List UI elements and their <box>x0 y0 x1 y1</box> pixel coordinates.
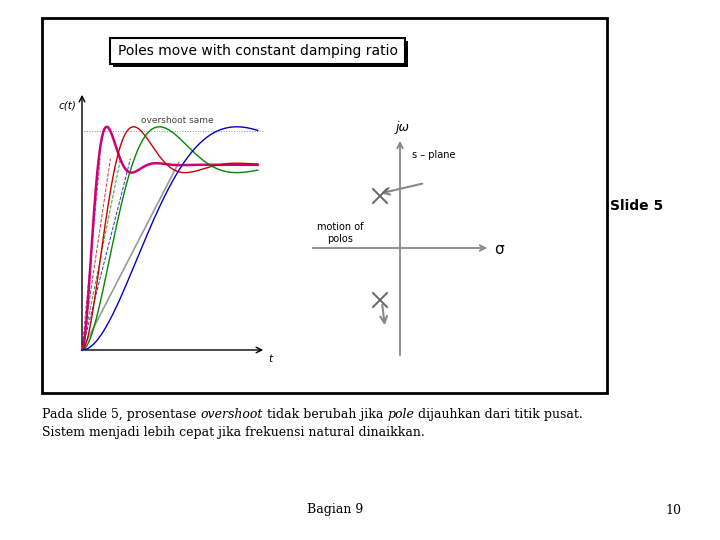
Text: t: t <box>268 354 272 364</box>
Text: c(t): c(t) <box>58 100 76 110</box>
Bar <box>113 41 408 67</box>
Text: Slide 5: Slide 5 <box>611 199 664 213</box>
Text: overshoot: overshoot <box>200 408 263 421</box>
Text: dijauhkan dari titik pusat.: dijauhkan dari titik pusat. <box>414 408 582 421</box>
Text: overshoot same: overshoot same <box>140 117 213 125</box>
Text: s – plane: s – plane <box>412 150 456 160</box>
Text: tidak berubah jika: tidak berubah jika <box>263 408 387 421</box>
Text: Bagian 9: Bagian 9 <box>307 503 363 516</box>
Bar <box>42 18 607 393</box>
Text: Sistem menjadi lebih cepat jika frekuensi natural dinaikkan.: Sistem menjadi lebih cepat jika frekuens… <box>42 426 425 439</box>
Text: jω: jω <box>395 121 409 134</box>
Bar <box>110 38 405 64</box>
Text: Pada slide 5, prosentase: Pada slide 5, prosentase <box>42 408 200 421</box>
Text: σ: σ <box>494 242 504 258</box>
Text: Poles move with constant damping ratio: Poles move with constant damping ratio <box>117 44 397 58</box>
Text: 10: 10 <box>665 503 681 516</box>
Text: motion of
polos: motion of polos <box>317 222 364 244</box>
Text: pole: pole <box>387 408 414 421</box>
